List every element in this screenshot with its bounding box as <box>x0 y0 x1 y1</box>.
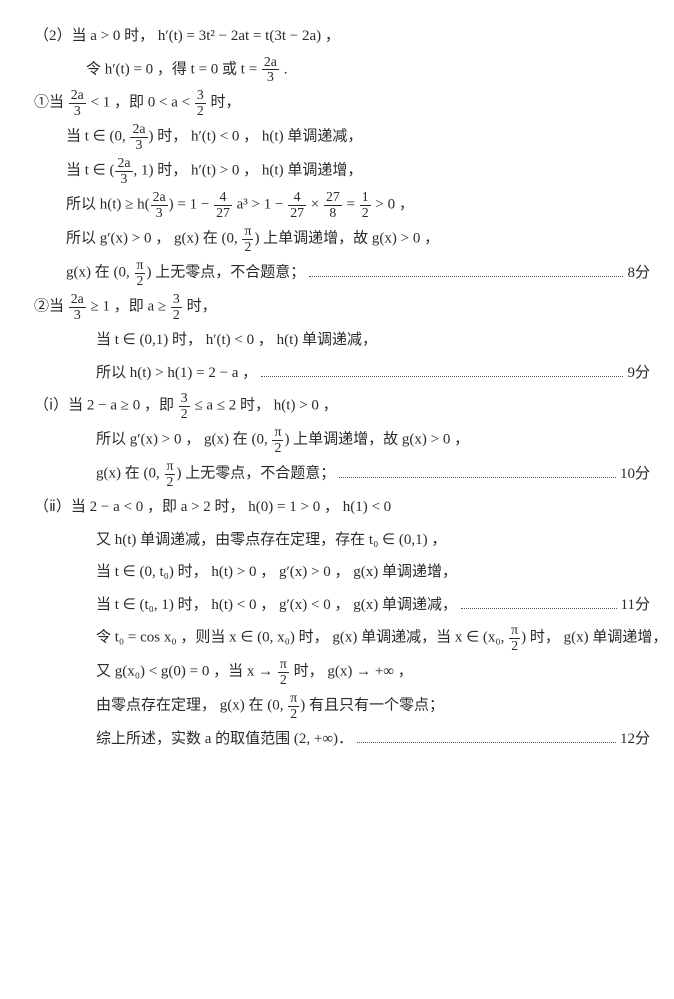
case-ii-zero: 又 h(t) 单调递减，由零点存在定理，存在 t₀ ∈ (0,1) ， <box>34 526 650 555</box>
points-8: 8分 <box>627 259 650 288</box>
case-ii-unique-zero: 由零点存在定理， g(x) 在 (0, π2) 有且只有一个零点； <box>34 691 650 721</box>
dot-leader <box>339 466 616 478</box>
points-9: 9分 <box>627 359 650 388</box>
case-1-gprime: 所以 g′(x) > 0 ， g(x) 在 (0, π2) 上单调递增，故 g(… <box>34 224 650 254</box>
case-i-gprime: 所以 g′(x) > 0 ， g(x) 在 (0, π2) 上单调递增，故 g(… <box>34 425 650 455</box>
case-ii-header: （ⅱ）当 2 − a < 0 ，即 a > 2 时， h(0) = 1 > 0 … <box>34 493 650 522</box>
points-12: 12分 <box>620 725 650 754</box>
points-10: 10分 <box>620 460 650 489</box>
points-11: 11分 <box>621 591 650 620</box>
case-i-conclusion: g(x) 在 (0, π2) 上无零点，不合题意； 10分 <box>34 459 650 489</box>
case-ii-sub: 令 t₀ = cos x₀ ，则当 x ∈ (0, x₀) 时， g(x) 单调… <box>34 623 650 653</box>
case-1-header: ①当 2a3 < 1 ，即 0 < a < 32 时， <box>34 88 650 118</box>
final-conclusion: 综上所述，实数 a 的取值范围 (2, +∞)． 12分 <box>34 725 650 754</box>
case-1-inc: 当 t ∈ (2a3, 1) 时， h′(t) > 0 ， h(t) 单调递增， <box>34 156 650 186</box>
dot-leader <box>357 732 616 744</box>
case-2-header: ②当 2a3 ≥ 1 ，即 a ≥ 32 时， <box>34 292 650 322</box>
line-2-intro: （2）当 a > 0 时， h′(t) = 3t² − 2at = t(3t −… <box>34 22 650 51</box>
case-ii-inc: 当 t ∈ (0, t₀) 时， h(t) > 0 ， g′(x) > 0 ， … <box>34 558 650 587</box>
case-1-conclusion: g(x) 在 (0, π2) 上无零点，不合题意； 8分 <box>34 258 650 288</box>
dot-leader <box>461 597 617 609</box>
case-i-header: （ⅰ）当 2 − a ≥ 0 ，即 32 ≤ a ≤ 2 时， h(t) > 0… <box>34 391 650 421</box>
case-2-dec: 当 t ∈ (0,1) 时， h′(t) < 0 ， h(t) 单调递减， <box>34 326 650 355</box>
case-ii-dec: 当 t ∈ (t₀, 1) 时， h(t) < 0 ， g′(x) < 0 ， … <box>34 591 650 620</box>
case-1-dec: 当 t ∈ (0, 2a3) 时， h′(t) < 0 ， h(t) 单调递减， <box>34 122 650 152</box>
case-1-ineq: 所以 h(t) ≥ h(2a3) = 1 − 427 a³ > 1 − 427 … <box>34 190 650 220</box>
case-2-ht: 所以 h(t) > h(1) = 2 − a ， 9分 <box>34 359 650 388</box>
dot-leader <box>309 265 623 277</box>
dot-leader <box>261 365 623 377</box>
line-set-zero: 令 h′(t) = 0 ，得 t = 0 或 t = 2a3 . <box>34 55 650 85</box>
case-ii-limit: 又 g(x₀) < g(0) = 0 ，当 x → π2 时， g(x) → +… <box>34 657 650 687</box>
